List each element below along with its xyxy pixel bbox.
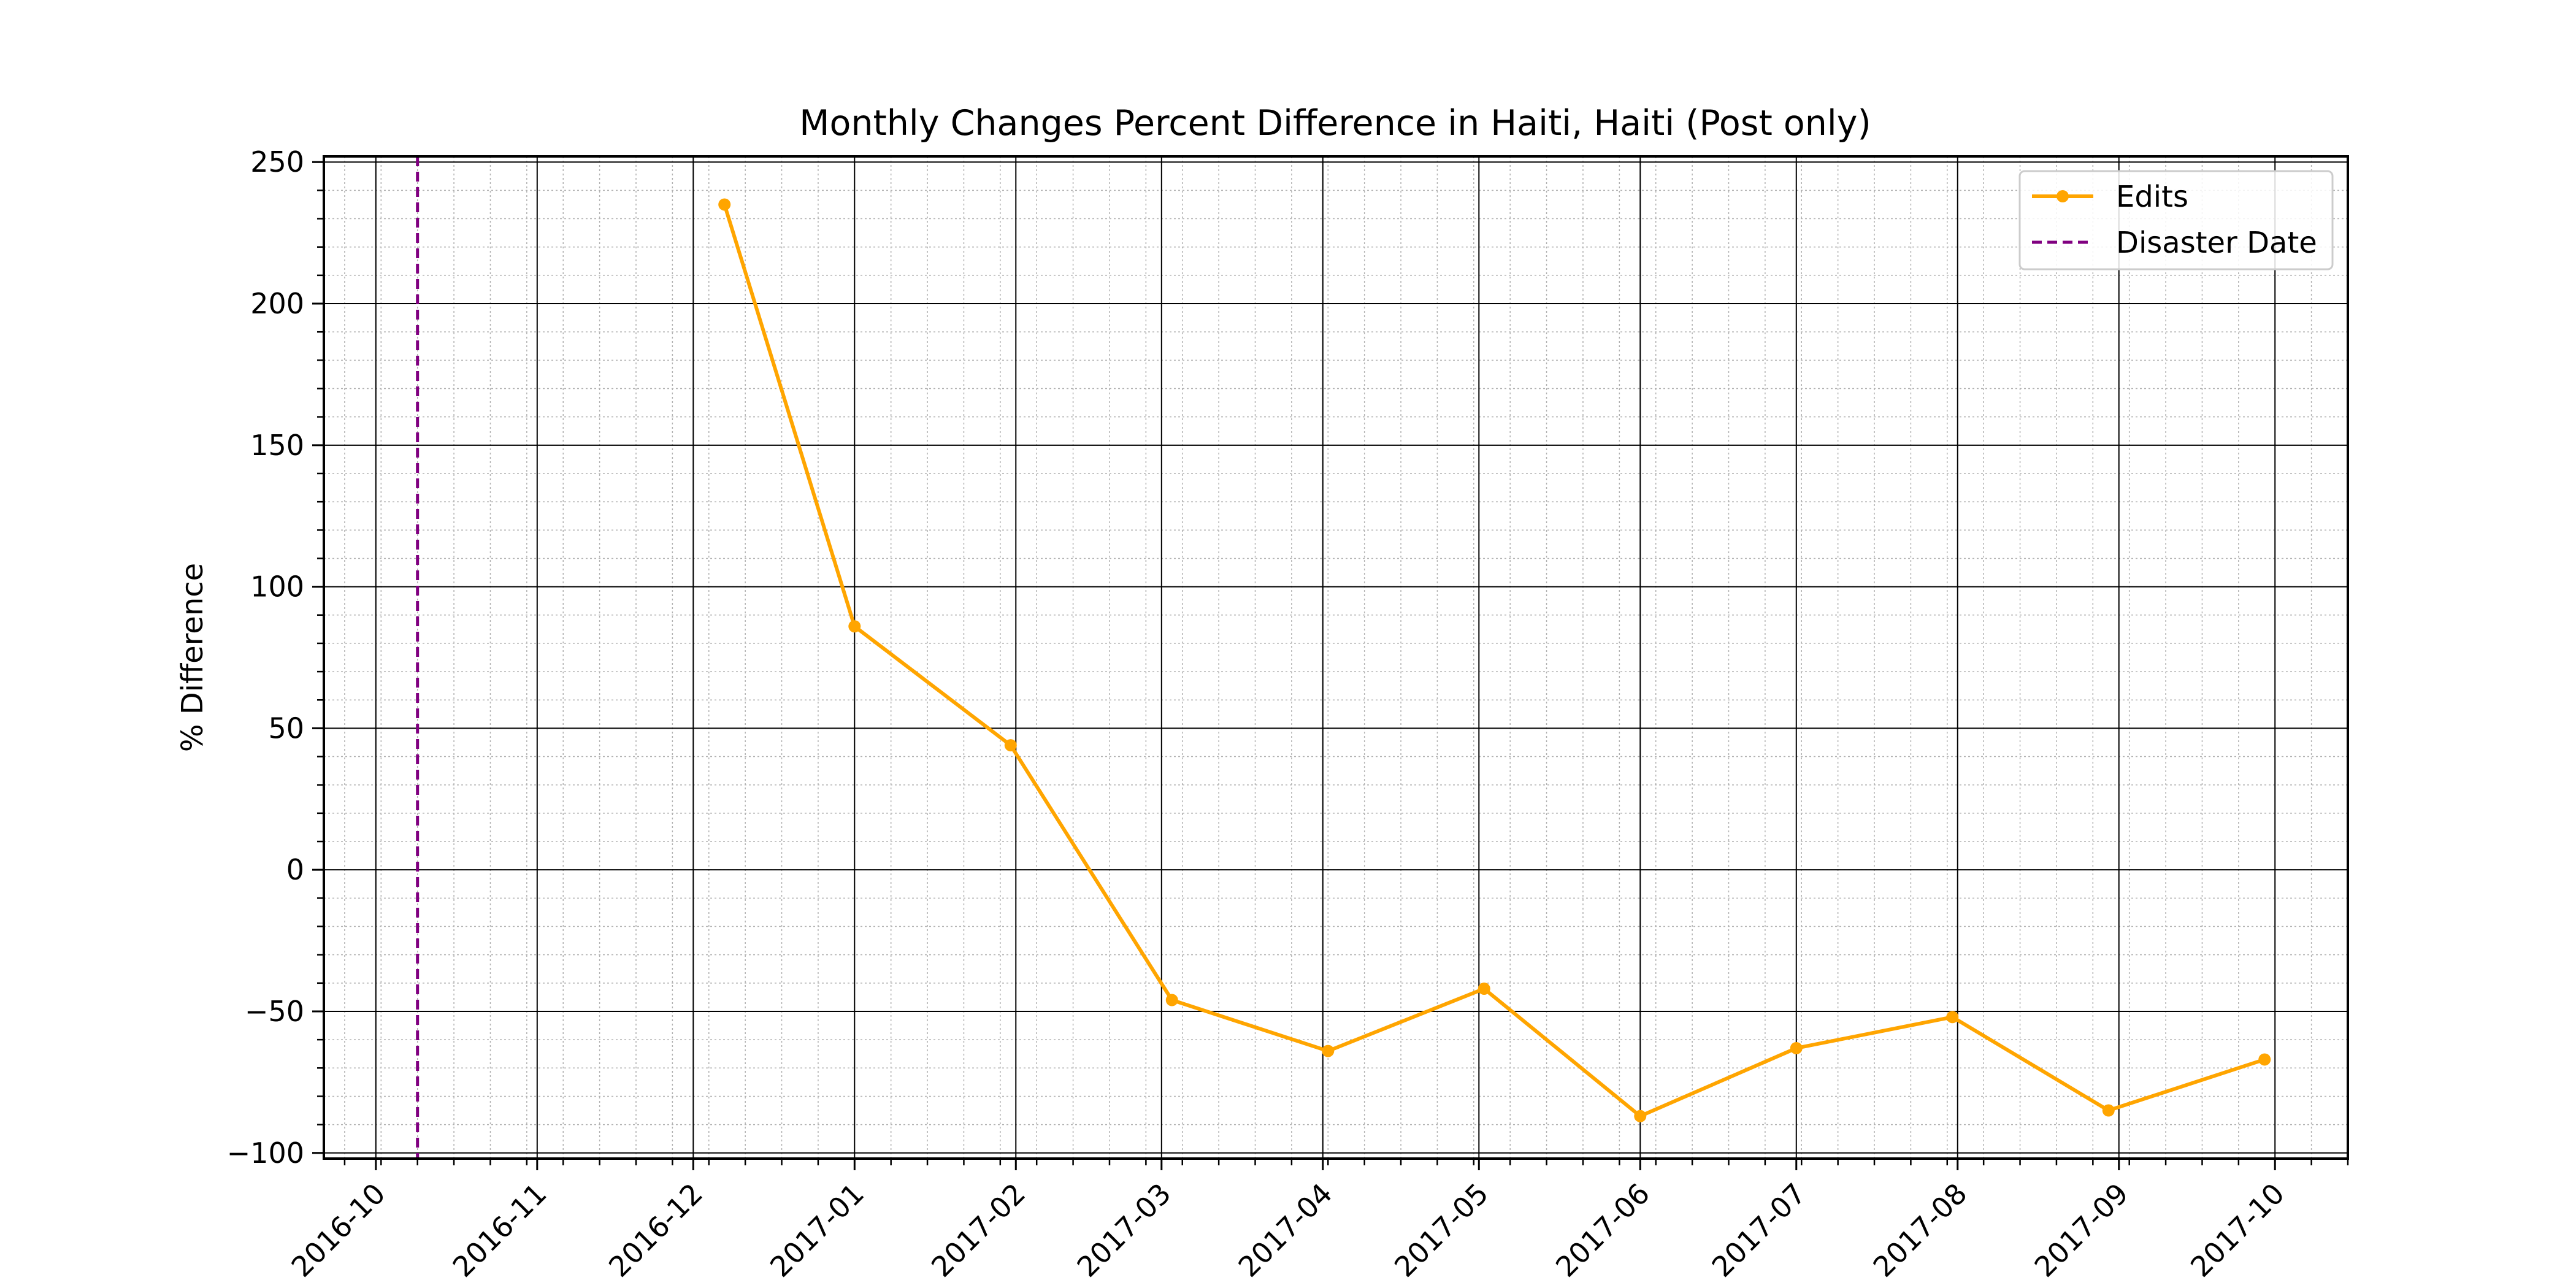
y-tick-label-150: 150 <box>250 429 304 462</box>
data-point-edits-8 <box>1946 1011 1959 1024</box>
y-tick-labels: 250 200 150 100 50 0 −50 −100 <box>227 145 304 1170</box>
legend: Edits Disaster Date <box>2018 170 2334 270</box>
series-layer <box>718 198 2271 1122</box>
y-tick-label-50: 50 <box>268 711 304 745</box>
data-point-edits-10 <box>2258 1053 2271 1066</box>
data-point-edits-4 <box>1322 1045 1335 1057</box>
data-point-edits-2 <box>1004 739 1017 752</box>
chart-title: Monthly Changes Percent Difference in Ha… <box>799 103 1871 144</box>
major-grid <box>324 156 2348 1159</box>
data-point-edits-1 <box>848 620 861 633</box>
legend-label-edits: Edits <box>2116 180 2188 214</box>
data-point-edits-7 <box>1790 1041 1803 1054</box>
data-point-edits-0 <box>718 198 731 211</box>
data-point-edits-3 <box>1165 994 1178 1006</box>
y-tick-label-100: 100 <box>250 570 304 604</box>
y-tick-label-0: 0 <box>286 853 304 886</box>
data-point-edits-5 <box>1478 983 1490 995</box>
y-tick-label-250: 250 <box>250 145 304 178</box>
plot-frame <box>323 155 2349 1160</box>
legend-label-disaster-date: Disaster Date <box>2116 226 2317 260</box>
legend-box <box>2018 170 2334 270</box>
axis-ticks <box>312 161 2349 1170</box>
y-tick-label-200: 200 <box>250 287 304 320</box>
y-tick-label--100: −100 <box>227 1137 304 1170</box>
data-point-edits-6 <box>1634 1110 1647 1122</box>
data-point-edits-9 <box>2102 1104 2115 1117</box>
y-axis-label: % Difference <box>175 563 210 752</box>
y-tick-label--50: −50 <box>245 995 304 1028</box>
legend-marker-edits <box>2057 190 2069 202</box>
